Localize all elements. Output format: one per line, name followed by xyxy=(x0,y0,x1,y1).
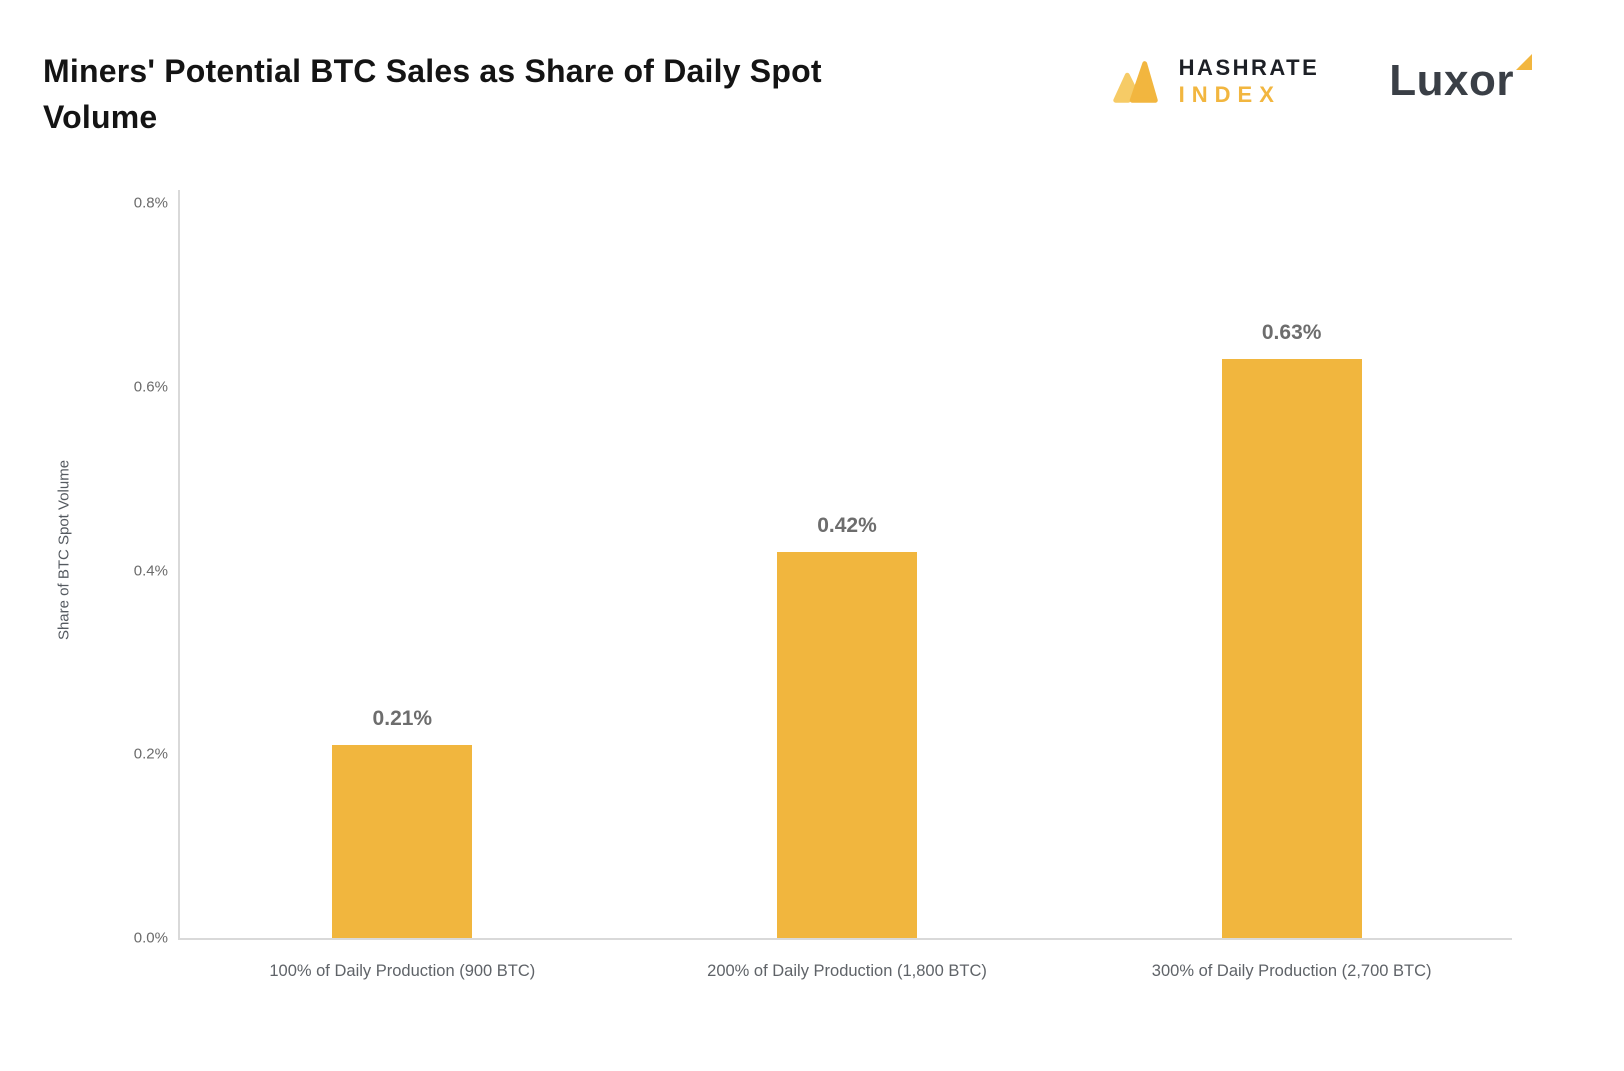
bar-value-label: 0.42% xyxy=(817,514,877,538)
hashrate-index-logo: HASHRATE INDEX xyxy=(1107,52,1320,110)
bar-value-label: 0.63% xyxy=(1261,321,1322,345)
luxor-wordmark: Luxor xyxy=(1389,56,1514,105)
plot-area: 0.0% 0.2% 0.4% 0.6% 0.8% 0.21% 100% of Daily P… xyxy=(134,190,1512,980)
bar-group: 0.42% xyxy=(777,514,917,938)
bar-group: 0.21% xyxy=(332,707,473,938)
y-axis-title: Share of BTC Spot Volume xyxy=(55,459,73,641)
y-tick-label: 0.4% xyxy=(133,562,168,579)
bar xyxy=(777,552,917,938)
bar-value-label: 0.21% xyxy=(372,707,433,731)
y-tick-label: 0.0% xyxy=(133,929,168,947)
bar-group: 0.63% xyxy=(1221,321,1362,938)
luxor-triangle-icon xyxy=(1516,54,1532,70)
y-tick-label: 0.2% xyxy=(133,745,168,763)
hashrate-wordmark-line2: INDEX xyxy=(1178,82,1281,107)
hashrate-index-wordmark: HASHRATE INDEX xyxy=(1179,54,1320,109)
y-tick-label: 0.8% xyxy=(133,194,168,212)
logo-row: HASHRATE INDEX Luxor xyxy=(1107,52,1532,110)
hashrate-index-icon xyxy=(1107,52,1165,110)
page-title: Miners' Potential BTC Sales as Share of … xyxy=(43,53,822,136)
category-label: 200% of Daily Production (1,800 BTC) xyxy=(707,962,987,980)
bar xyxy=(332,745,473,938)
luxor-logo: Luxor xyxy=(1389,54,1532,106)
y-tick-label: 0.6% xyxy=(133,378,168,396)
hashrate-wordmark-line1: HASHRATE xyxy=(1178,54,1320,80)
bar xyxy=(1221,359,1362,938)
category-label: 300% of Daily Production (2,700 BTC) xyxy=(1151,962,1432,980)
category-label: 100% of Daily Production (900 BTC) xyxy=(269,962,536,980)
